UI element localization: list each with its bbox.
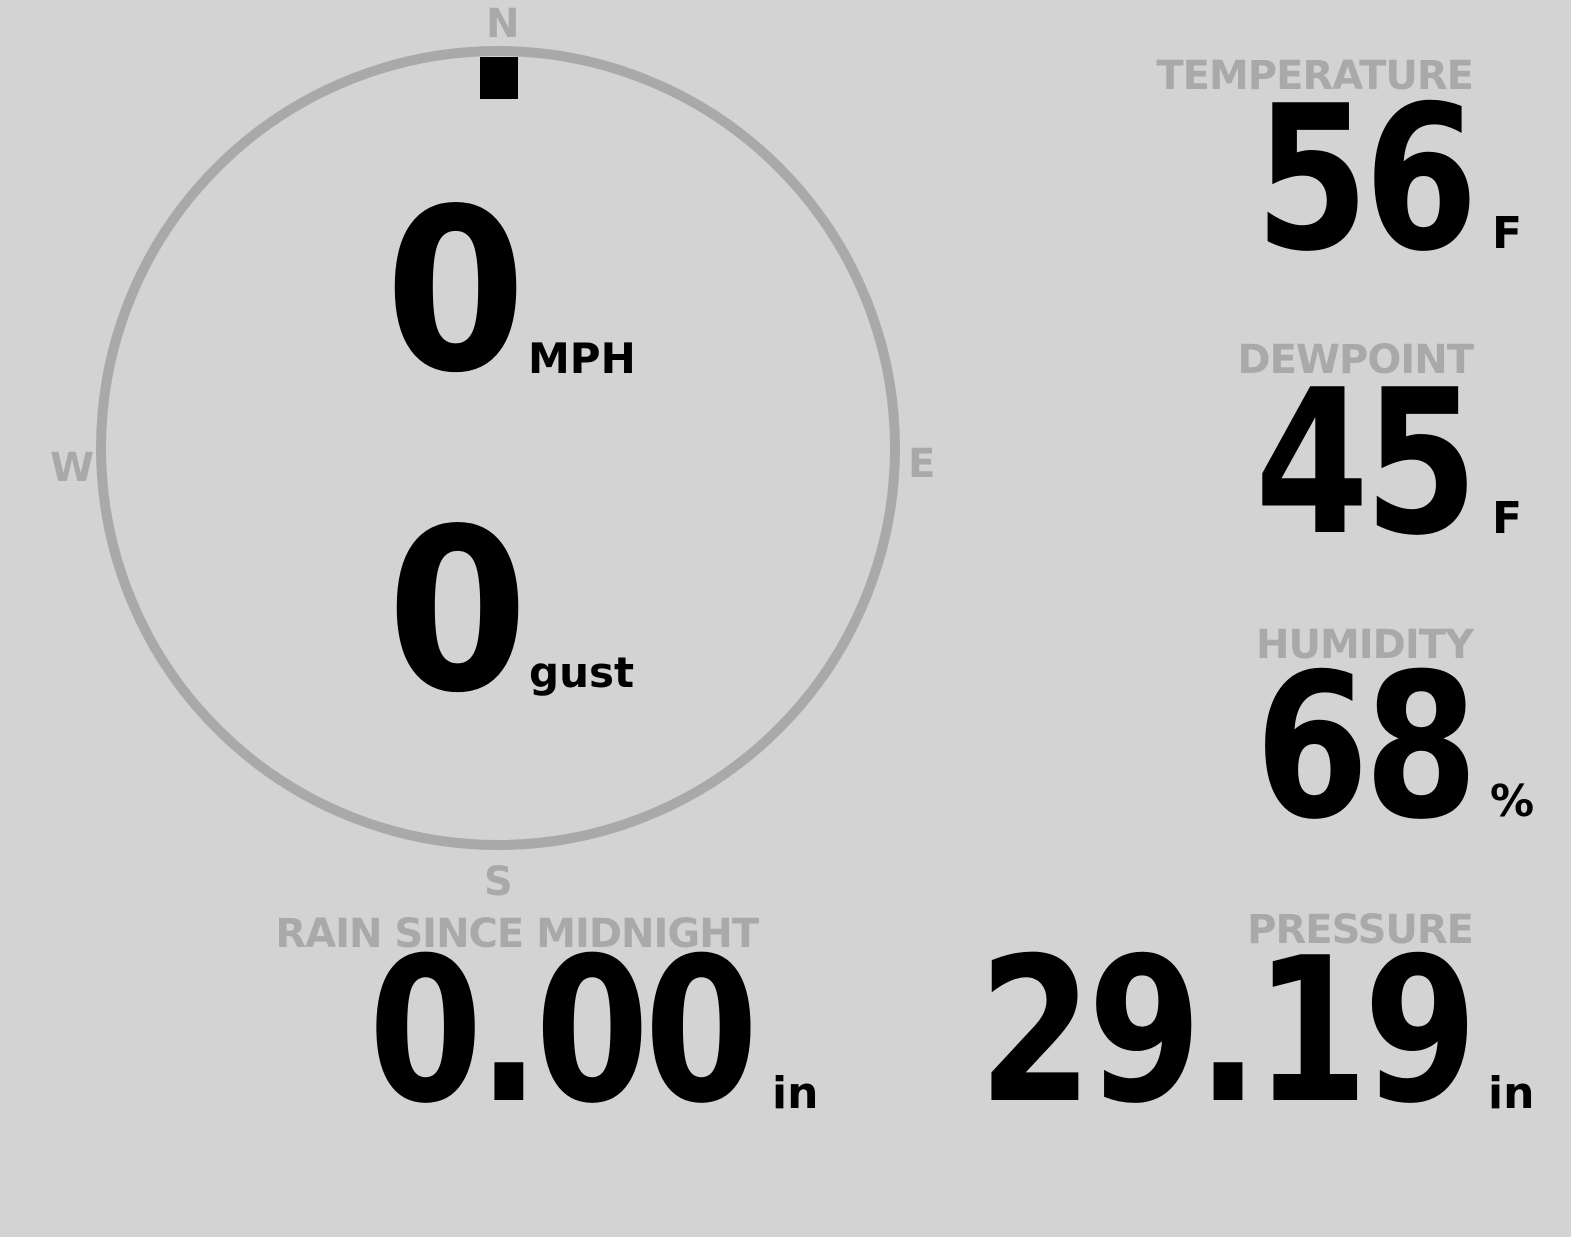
humidity-label: HUMIDITY: [1256, 622, 1474, 668]
wind-compass: [96, 46, 900, 850]
wind-gust: 0: [372, 481, 528, 743]
compass-north: N: [486, 1, 520, 47]
humidity-value: 68: [1254, 631, 1478, 864]
dewpoint-label: DEWPOINT: [1237, 337, 1474, 383]
rain-label: RAIN SINCE MIDNIGHT: [275, 911, 759, 957]
compass-west: W: [50, 445, 95, 491]
pressure-value: 29.19: [978, 915, 1478, 1148]
wind-speed: 0: [370, 161, 526, 423]
humidity-unit: %: [1490, 776, 1535, 827]
dewpoint-value: 45: [1254, 347, 1478, 580]
dewpoint-unit: F: [1492, 493, 1523, 544]
compass-south: S: [484, 859, 513, 905]
rain-value: 0.00: [368, 915, 758, 1148]
wind-gust-unit: gust: [529, 648, 635, 697]
compass-ring: [96, 46, 900, 850]
compass-east: E: [908, 441, 936, 487]
temperature-label: TEMPERATURE: [1156, 53, 1474, 99]
wind-direction-marker: [480, 57, 518, 99]
pressure-unit: in: [1488, 1068, 1535, 1119]
wind-speed-unit: MPH: [528, 334, 636, 383]
temperature-value: 56: [1254, 63, 1478, 296]
temperature-unit: F: [1492, 208, 1523, 259]
wind-gust-value: 0: [387, 481, 528, 743]
wind-speed-value: 0: [385, 161, 526, 423]
rain-unit: in: [772, 1068, 819, 1119]
pressure-label: PRESSURE: [1247, 907, 1474, 953]
